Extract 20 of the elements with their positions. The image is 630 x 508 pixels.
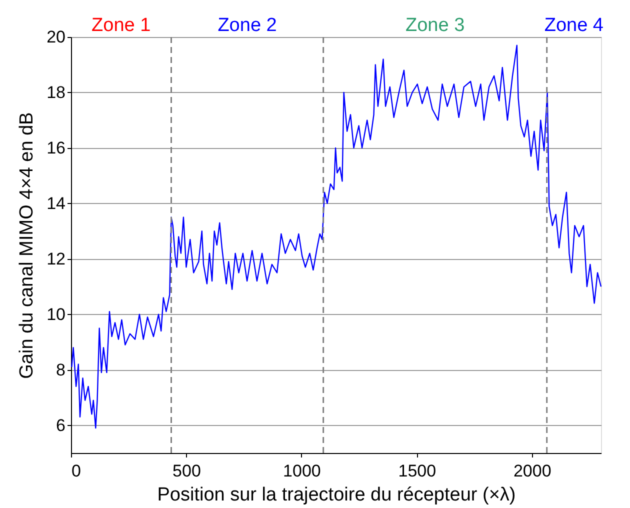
text: Zone 2 <box>218 15 277 36</box>
y-tick-label: 8 <box>56 360 66 380</box>
y-tick-label: 16 <box>46 138 66 158</box>
y-tick-label: 12 <box>46 249 66 268</box>
y-axis-title: Gain du canal MIMO 4×4 en dB <box>16 112 38 379</box>
x-tick-label: 2000 <box>513 462 552 480</box>
y-tick-label: 20 <box>46 28 66 46</box>
text: Zone 3 <box>406 15 465 36</box>
x-axis-title: Position sur la trajectoire du récepteur (×λ) <box>157 484 516 506</box>
text: Zone 1 <box>92 15 151 36</box>
x-tick-label: 1000 <box>283 462 321 480</box>
y-tick-label: 18 <box>46 82 66 102</box>
x-tick-label: 0 <box>72 462 81 480</box>
x-tick-label: 1500 <box>398 462 436 480</box>
line-series <box>71 44 602 429</box>
y-tick-label: 14 <box>46 194 66 213</box>
y-tick-label: 6 <box>56 416 66 435</box>
text: Zone 4 <box>544 15 604 36</box>
y-tick-label: 10 <box>46 304 66 324</box>
x-tick-label: 500 <box>172 462 201 480</box>
